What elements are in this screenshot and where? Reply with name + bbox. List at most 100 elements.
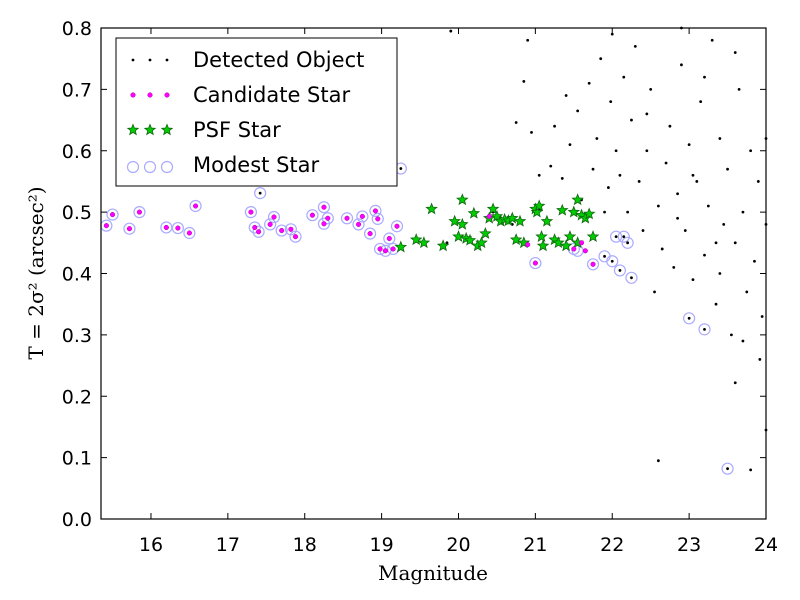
modest-star-point [369, 204, 382, 217]
detected-object-point [599, 57, 603, 61]
detected-object-point [603, 210, 606, 214]
candidate-star-point [590, 261, 596, 267]
legend-label-psf-star: PSF Star [193, 118, 281, 142]
detected-object-point [733, 51, 737, 54]
candidate-star-point [355, 221, 362, 227]
legend-marker-detected-object [148, 58, 152, 62]
detected-object-point [606, 186, 610, 189]
detected-object-point [622, 75, 626, 79]
detected-object-point [676, 216, 679, 220]
candidate-star-point [309, 212, 315, 218]
legend-marker-candidate-star [147, 92, 153, 98]
detected-object-point [691, 173, 695, 177]
detected-object-point [614, 149, 618, 153]
y-tick-label: 0.4 [62, 264, 92, 286]
detected-object-point [526, 38, 530, 42]
modest-star-point [617, 230, 630, 243]
candidate-star-point [126, 226, 132, 232]
candidate-star-point [344, 215, 350, 221]
detected-object-point [703, 327, 706, 331]
candidate-star-point [372, 208, 379, 214]
psf-star-point [509, 233, 523, 246]
legend-marker-modest-star [143, 160, 157, 174]
candidate-star-point [486, 213, 492, 219]
candidate-star-point [532, 260, 538, 266]
psf-star-point [394, 240, 408, 253]
legend-marker-modest-star [160, 160, 174, 174]
detected-object-point [726, 467, 729, 471]
candidate-star-point [382, 248, 389, 254]
psf-star-point [536, 239, 550, 252]
psf-star-point [486, 202, 500, 215]
legend-label-candidate-star: Candidate Star [193, 83, 350, 107]
y-tick-label: 0.3 [62, 325, 92, 347]
detected-object-point [645, 112, 649, 116]
modest-star-point [317, 201, 331, 214]
candidate-star-point [582, 248, 588, 254]
detected-object-point [668, 124, 672, 128]
modest-star-point [356, 210, 369, 223]
candidate-star-point [109, 212, 116, 218]
candidate-star-point [279, 227, 285, 234]
x-axis-title: Magnitude [378, 561, 488, 585]
detected-object-point [537, 173, 541, 177]
psf-star-point [571, 193, 584, 206]
x-tick-label: 18 [293, 534, 317, 556]
modest-star-point [621, 236, 634, 249]
detected-object-point [560, 176, 564, 180]
modest-star-point [390, 220, 404, 233]
psf-star-point [567, 205, 581, 218]
detected-object-point [258, 191, 262, 195]
candidate-star-point [367, 231, 373, 237]
candidate-star-point [288, 226, 294, 232]
detected-object-point [633, 45, 637, 48]
modest-star-point [275, 224, 288, 237]
detected-object-point [449, 29, 453, 33]
detected-object-point [630, 276, 633, 280]
modest-star-point [613, 264, 627, 277]
modest-star-point [609, 230, 623, 243]
psf-star-point [530, 205, 544, 218]
psf-star-point [513, 214, 527, 227]
modest-star-point [383, 232, 396, 245]
candidate-star-point [525, 242, 531, 248]
legend-marker-candidate-star [130, 92, 136, 98]
detected-object-point [656, 204, 660, 208]
detected-object-point [756, 180, 760, 183]
psf-star-point [582, 207, 596, 220]
psf-star-point [425, 202, 438, 215]
psf-star-point [463, 233, 477, 246]
detected-object-point [591, 167, 595, 171]
detected-object-point [622, 235, 626, 239]
detected-object-point [626, 241, 630, 245]
candidate-star-point [359, 213, 365, 219]
detected-object-point [691, 278, 695, 282]
psf-star-point [467, 206, 481, 219]
y-axis-title: T = 2σ² (arcsec²) [24, 186, 48, 359]
detected-object-point [553, 124, 556, 128]
y-tick-label: 0.7 [62, 79, 92, 101]
modest-star-point [248, 221, 261, 234]
modest-star-point [363, 227, 377, 240]
psf-star-point [448, 214, 461, 227]
y-tick-label: 0.2 [62, 386, 92, 408]
detected-object-point [618, 269, 622, 272]
detected-object-point [603, 254, 606, 258]
detected-object-point [737, 87, 741, 91]
psf-star-point [586, 230, 600, 242]
x-tick-label: 16 [139, 534, 163, 556]
candidate-star-point [271, 214, 277, 220]
modest-star-point [123, 222, 136, 235]
detected-object-point [656, 459, 660, 463]
detected-object-point [726, 167, 729, 171]
detected-object-point [741, 210, 745, 214]
detected-object-point [660, 247, 664, 251]
psf-star-point [535, 230, 548, 242]
modest-star-point [529, 256, 542, 270]
psf-star-point [540, 214, 554, 227]
psf-star-point [475, 236, 488, 249]
detected-object-point [618, 173, 622, 177]
candidate-star-point [377, 246, 383, 252]
modest-star-point [244, 206, 258, 219]
psf-star-point [517, 236, 531, 249]
